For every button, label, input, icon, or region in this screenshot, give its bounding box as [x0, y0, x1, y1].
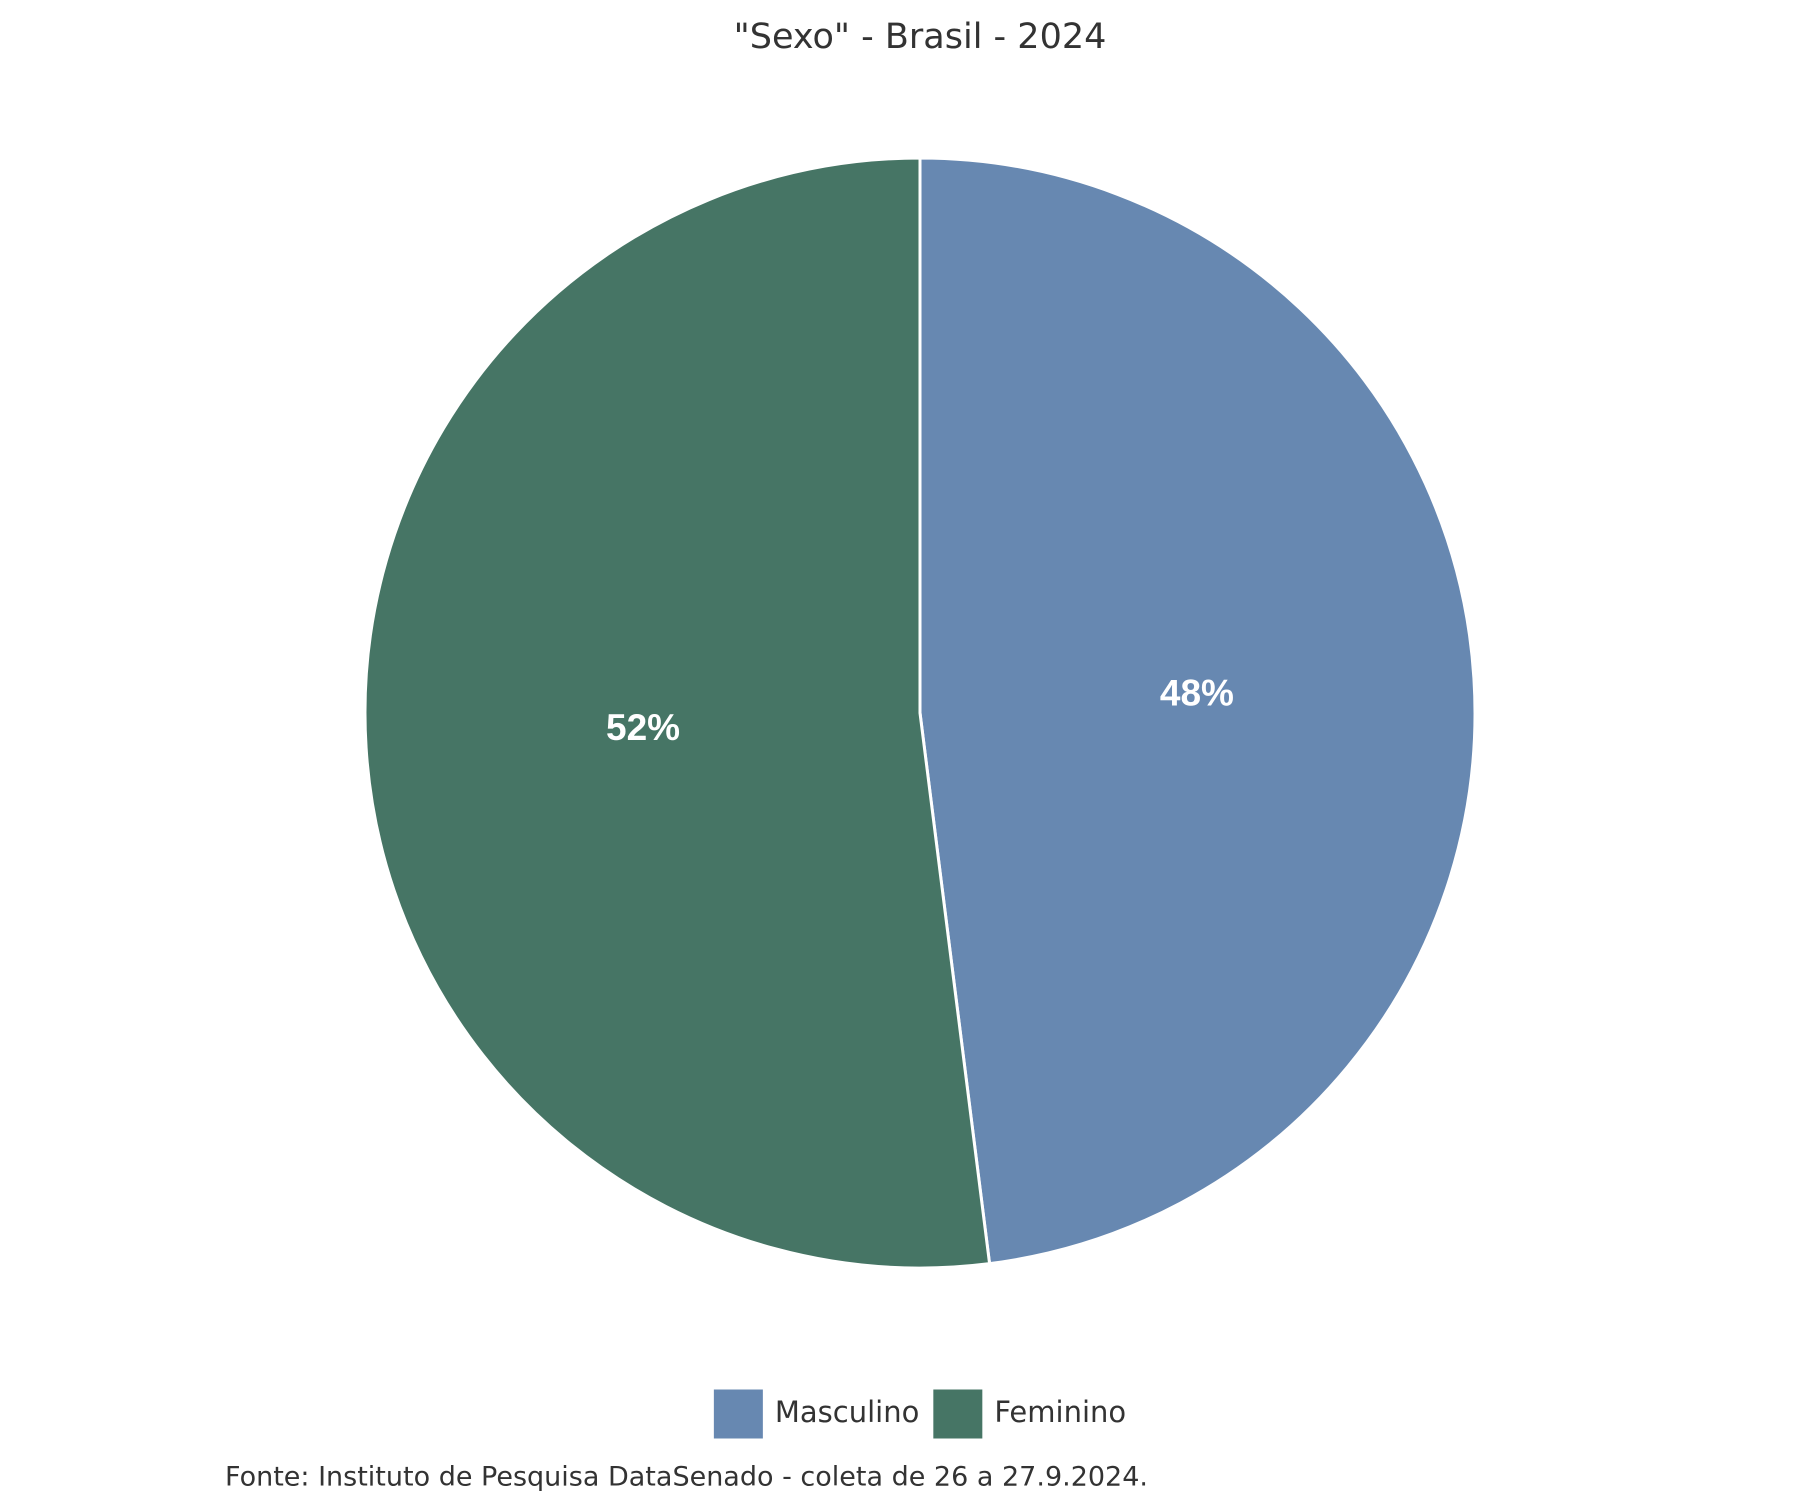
data-label: 52%: [606, 707, 680, 748]
source-note: Fonte: Instituto de Pesquisa DataSenado …: [225, 1462, 1148, 1493]
chart-title: "Sexo" - Brasil - 2024: [734, 17, 1107, 57]
pie-slice: [363, 156, 992, 1270]
legend-swatch: [713, 1389, 763, 1439]
pie-slice: [918, 156, 1477, 1266]
legend-swatch: [933, 1389, 983, 1439]
data-label: 48%: [1160, 672, 1234, 713]
legend-label: Masculino: [775, 1395, 919, 1429]
legend-label: Feminino: [994, 1395, 1126, 1429]
